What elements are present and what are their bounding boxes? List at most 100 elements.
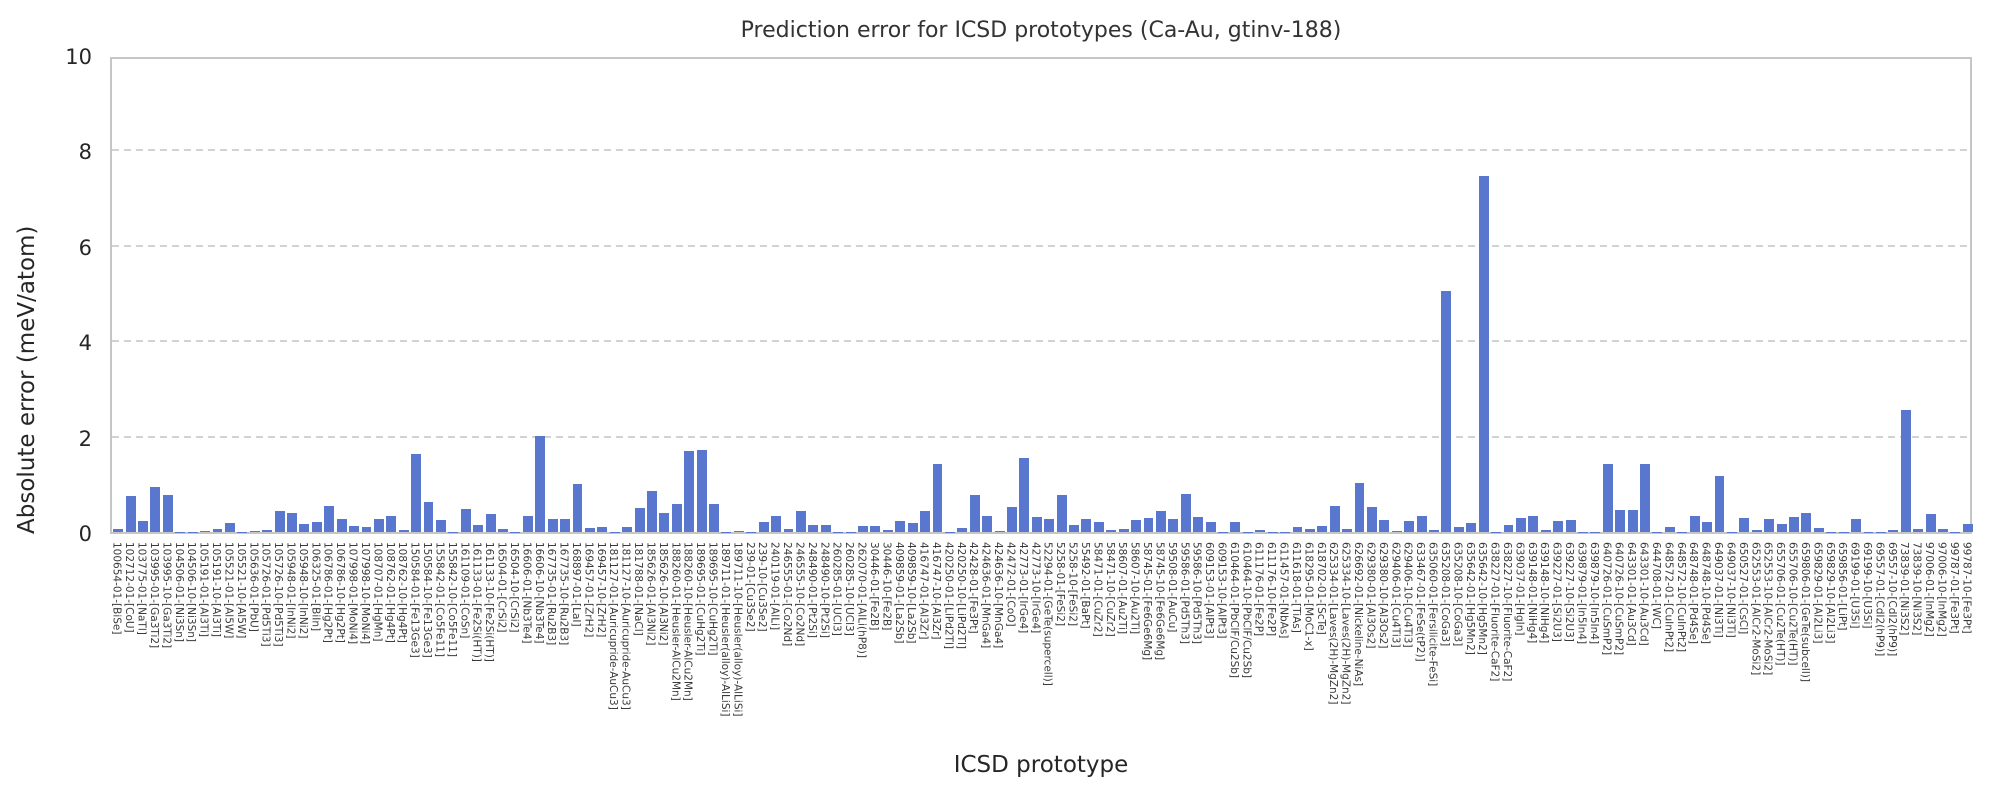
x-tick-label: 240119-01-[AlLi] (768, 542, 781, 631)
x-tick-label: 638227-10-[Fluorite-CaF2] (1501, 542, 1513, 682)
bar (1429, 530, 1439, 532)
x-tick-label: 108762-10-[Hg4Pt] (396, 542, 409, 643)
x-tick-label: 99787-01-[Fe3Pt] (1947, 542, 1960, 634)
bar (1813, 527, 1824, 532)
x-tick-label: 652553-01-[AlCr2-MoSi2] (1749, 542, 1762, 676)
bar (1230, 521, 1241, 532)
x-tick-label: 58607-01-[Au2Ti] (1116, 542, 1129, 635)
x-tick-label: 643301-10-[Au3Cd] (1637, 542, 1650, 646)
x-tick-label: 167735-01-[Ru2B3] (545, 542, 558, 646)
bar (1044, 518, 1055, 532)
bar (1553, 521, 1564, 532)
x-tick-label: 640726-01-[CuSmP2] (1600, 542, 1613, 656)
bar (324, 505, 335, 532)
x-tick-label: 105521-10-[Al5W] (234, 542, 247, 639)
x-tick-label: 248490-01-[Pt2Si] (805, 542, 818, 638)
bar (274, 511, 285, 532)
x-tick-label: 643301-01-[Au3Cd] (1625, 542, 1638, 646)
x-tick-label: 100654-01-[BiSe] (110, 542, 123, 635)
x-tick-label: 639148-01-[NiHg4] (1525, 542, 1538, 644)
bar (858, 525, 868, 532)
x-tick-label: 650527-01-[CsCl] (1736, 542, 1749, 635)
x-tick-label: 102712-01-[CoU] (123, 542, 136, 633)
bar (1031, 516, 1042, 532)
bar (162, 494, 173, 532)
x-tick-label: 640726-10-[CuSmP2] (1612, 542, 1625, 656)
bar (299, 524, 310, 532)
bar (287, 513, 297, 532)
bar (709, 504, 719, 532)
bar (1081, 519, 1092, 532)
x-tick-label: 105191-01-[Al3Ti] (197, 542, 210, 638)
bar (311, 521, 322, 532)
x-tick-label: 626692-01-[Nickeline-NiAs] (1352, 542, 1365, 687)
x-tick-label: 409859-01-[La2Sb] (892, 542, 905, 644)
x-tick-label: 16504-10-[CrSi2] (507, 542, 520, 633)
x-tick-label: 610464-10-[PbClF/Cu2Sb] (1240, 542, 1253, 679)
bar (1714, 476, 1725, 532)
x-tick-label: 69199-10-[U3Si] (1860, 542, 1873, 629)
x-tick-label: 611618-01-[TiAs] (1289, 542, 1302, 633)
bar (1515, 518, 1526, 532)
x-tick-label: 639879-10-[In5In4] (1587, 542, 1600, 645)
x-tick-label: 649037-01-[Ni3Ti] (1712, 542, 1725, 638)
x-tick-label: 58471-10-[CuZr2] (1103, 542, 1116, 637)
bar (1751, 530, 1762, 532)
bar (597, 526, 608, 532)
x-tick-label: 5258-01-[FeSi2] (1054, 542, 1067, 627)
bar (820, 525, 831, 532)
x-tick-label: 150584-01-[Fe13Ge3] (408, 542, 421, 658)
x-tick-label: 635060-01-[Fersilicite-FeSi] (1426, 542, 1439, 687)
bar (1627, 510, 1638, 532)
x-tick-label: 155842-10-[Co5Fe11] (445, 542, 458, 657)
bar (125, 496, 136, 532)
x-tick-label: 625334-10-[Laves(2H)-MgZn2] (1339, 542, 1352, 705)
x-tick-label: 189695-10-[CuHg2Ti] (706, 542, 719, 656)
x-tick-label: 16606-01-[Nb3Te4] (520, 542, 533, 644)
bar (1528, 515, 1539, 532)
bar (460, 509, 471, 532)
chart-title: Prediction error for ICSD prototypes (Ca… (740, 18, 1342, 43)
bar (1155, 510, 1166, 532)
x-tick-label: 42428-01-[Fe3Pt] (967, 542, 980, 634)
x-tick-label: 69557-10-[CdI2(hP9)] (1885, 542, 1898, 657)
bar (907, 522, 918, 532)
bar (1106, 530, 1117, 532)
x-tick-label: 629406-01-[Cu4Ti3] (1389, 542, 1402, 648)
x-tick-label: 5258-10-[FeSi2] (1066, 542, 1079, 627)
x-tick-label: 609153-01-[AlPt3] (1203, 542, 1216, 639)
plot-area (110, 57, 1973, 534)
x-tick-label: 644708-01-[WC] (1649, 542, 1662, 629)
x-tick-label: 108707-01-[HgMn] (371, 542, 384, 642)
x-tick-label: 648748-01-[Pd4Se] (1687, 542, 1700, 645)
x-tick-label: 424636-10-[MnGa4] (992, 542, 1005, 649)
bar (1789, 516, 1799, 532)
x-tick-label: 108762-01-[Hg4Pt] (383, 542, 396, 643)
y-tick-label: 4 (78, 331, 92, 356)
x-tick-label: 59586-01-[Pd5Th3] (1178, 542, 1191, 644)
x-tick-label: 609153-10-[AlPt3] (1215, 542, 1228, 639)
bar (994, 531, 1005, 532)
bar (1205, 522, 1216, 532)
x-tick-label: 103775-01-[NaTl] (135, 542, 148, 635)
bar (373, 518, 384, 532)
y-axis-tick-labels: 0 2 4 6 8 10 (0, 45, 100, 546)
x-tick-label: 649037-10-[Ni3Ti] (1724, 542, 1737, 638)
x-tick-label: 105726-01-[Pd5Ti3] (259, 542, 272, 647)
x-tick-label: 611176-10-[Fe2P] (1265, 542, 1278, 637)
x-tick-label: 107998-01-[MoNi4] (346, 542, 359, 645)
x-tick-label: 262070-01-[AlLi(hP8)] (855, 542, 868, 658)
bar (1602, 464, 1613, 532)
x-tick-label: 58745-01-[Fe6Ge6Mg] (1141, 542, 1153, 661)
bar (1143, 517, 1154, 532)
x-tick-label: 58607-10-[Au2Ti] (1128, 542, 1141, 635)
x-tick-label: 618702-01-[ScTe] (1314, 542, 1327, 635)
bar (1615, 510, 1626, 532)
y-tick-label: 0 (78, 522, 92, 546)
bar (435, 519, 446, 532)
bar (1118, 529, 1129, 532)
bar (771, 516, 782, 532)
x-tick-label: 42472-01-[CoO] (1004, 542, 1017, 627)
bar (1366, 506, 1377, 532)
bar (498, 529, 508, 532)
